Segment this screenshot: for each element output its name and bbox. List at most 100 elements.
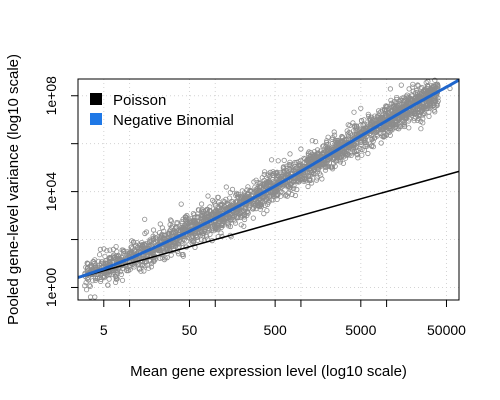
axes: 5 50 500 5000 50000 1e+00 1e+04 1e+08 xyxy=(43,76,466,338)
data-point xyxy=(266,180,272,186)
data-point xyxy=(325,134,331,140)
data-point xyxy=(414,117,421,124)
data-point xyxy=(307,176,313,182)
data-point xyxy=(365,111,371,117)
x-tick-label: 500 xyxy=(263,322,287,338)
data-point xyxy=(97,246,104,252)
data-point xyxy=(311,153,317,159)
legend-swatch xyxy=(90,93,102,105)
data-point xyxy=(106,271,113,277)
data-point xyxy=(284,166,290,172)
data-point xyxy=(369,135,375,142)
data-point xyxy=(368,120,374,126)
data-point xyxy=(261,183,267,189)
data-point xyxy=(348,152,354,158)
data-point xyxy=(329,136,335,142)
data-point xyxy=(331,129,337,135)
data-point xyxy=(119,277,126,283)
data-point xyxy=(261,169,268,175)
data-point xyxy=(432,77,438,83)
data-point xyxy=(141,268,147,274)
data-point xyxy=(119,247,125,253)
data-point xyxy=(281,157,287,163)
data-point xyxy=(275,158,281,164)
data-point xyxy=(186,221,192,227)
data-point xyxy=(178,201,184,207)
data-point xyxy=(107,258,113,264)
data-point xyxy=(294,186,300,193)
data-point xyxy=(303,170,309,176)
data-point xyxy=(137,265,143,272)
data-point xyxy=(284,163,290,169)
data-point xyxy=(223,184,229,190)
data-point xyxy=(389,122,396,128)
data-point xyxy=(83,264,89,270)
data-point xyxy=(335,138,341,144)
data-point xyxy=(130,245,136,251)
data-point xyxy=(354,152,360,158)
data-point xyxy=(292,192,298,199)
data-point xyxy=(381,133,388,139)
data-point xyxy=(383,107,390,113)
data-point xyxy=(226,223,232,229)
data-point xyxy=(97,252,103,258)
data-point xyxy=(100,274,106,280)
data-point xyxy=(421,86,428,93)
data-point xyxy=(101,273,107,279)
data-point xyxy=(218,230,224,236)
data-point xyxy=(207,231,213,237)
data-point xyxy=(304,170,311,176)
data-point xyxy=(102,253,108,259)
negative-binomial-line xyxy=(77,78,460,279)
data-point xyxy=(298,157,304,163)
data-point xyxy=(261,171,267,178)
data-point xyxy=(127,249,133,255)
data-point xyxy=(182,214,188,220)
data-point xyxy=(110,253,117,259)
data-point xyxy=(292,161,298,167)
data-point xyxy=(335,157,341,163)
data-point xyxy=(151,258,157,265)
data-point xyxy=(241,223,247,229)
data-point xyxy=(311,171,317,177)
data-point xyxy=(339,134,346,140)
data-point xyxy=(387,86,393,92)
data-point xyxy=(361,147,367,153)
data-point xyxy=(267,169,273,175)
data-point xyxy=(223,196,229,202)
data-point xyxy=(383,125,389,131)
data-point xyxy=(403,93,409,99)
y-tick-label: 1e+04 xyxy=(43,172,59,212)
data-point xyxy=(142,242,148,248)
data-point xyxy=(413,112,419,118)
data-point xyxy=(359,152,365,158)
data-point xyxy=(287,151,293,157)
data-point xyxy=(318,164,324,170)
data-point xyxy=(345,122,351,128)
data-point xyxy=(205,215,211,221)
data-point xyxy=(393,121,399,128)
data-point xyxy=(131,264,137,270)
data-point xyxy=(296,179,302,185)
data-point xyxy=(114,254,120,260)
data-point xyxy=(167,230,173,236)
data-point xyxy=(175,251,182,257)
x-axis-title: Mean gene expression level (log10 scale) xyxy=(130,363,407,380)
data-point xyxy=(316,170,322,176)
data-point xyxy=(314,175,320,181)
data-point xyxy=(167,245,173,251)
data-point xyxy=(289,191,295,198)
data-point xyxy=(340,160,346,166)
data-point xyxy=(184,212,190,219)
data-point xyxy=(146,265,152,271)
data-point xyxy=(203,234,210,240)
data-point xyxy=(311,167,318,173)
data-point xyxy=(235,194,241,200)
data-point xyxy=(258,204,264,210)
data-point xyxy=(245,184,251,190)
data-point xyxy=(242,190,248,196)
data-point xyxy=(390,102,396,108)
legend-label: Negative Binomial xyxy=(113,112,234,129)
data-point xyxy=(401,97,407,104)
data-point xyxy=(274,170,280,176)
